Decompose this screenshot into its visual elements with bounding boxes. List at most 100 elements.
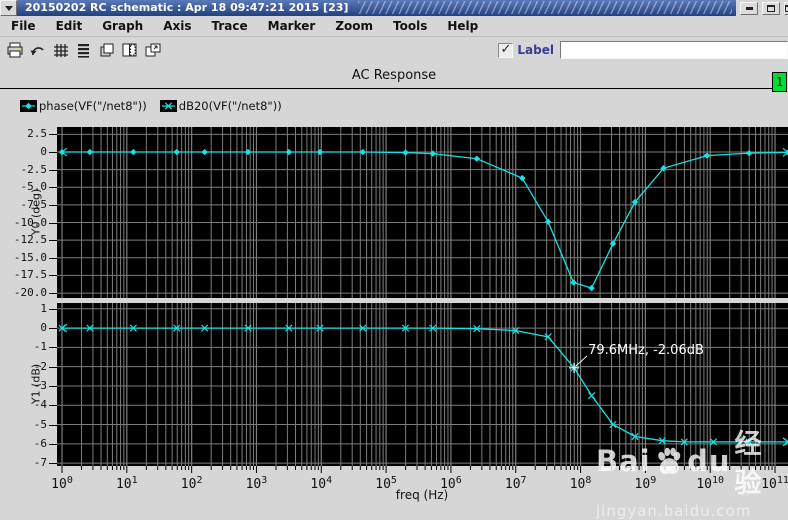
x-tick-label: 109: [635, 475, 657, 492]
y1-axis-title: Y1 (dB): [29, 363, 43, 405]
y-tick-mark: [49, 257, 57, 259]
y-tick-mark: [49, 169, 57, 171]
printer-icon[interactable]: [5, 41, 24, 59]
strip-mode-icon[interactable]: [74, 41, 93, 59]
y-tick-label: -17.5: [13, 268, 47, 282]
x-tick-label: 100: [51, 475, 73, 492]
y-tick-mark: [49, 347, 57, 349]
menu-item-axis[interactable]: Axis: [163, 19, 192, 33]
split-view-icon[interactable]: [120, 41, 139, 59]
y-tick-label: -10.0: [13, 215, 47, 229]
legend-label: phase(VF("/net8")): [39, 99, 147, 113]
y-tick-label: -1: [33, 340, 47, 354]
y-tick-mark: [49, 222, 57, 224]
label-input[interactable]: [560, 41, 788, 59]
menu-item-marker[interactable]: Marker: [267, 19, 316, 33]
y-tick-label: 0: [40, 145, 47, 159]
menu-item-edit[interactable]: Edit: [55, 19, 83, 33]
y-tick-mark: [49, 366, 57, 368]
y-tick-label: -15.0: [13, 250, 47, 264]
minimize-icon: [745, 6, 753, 10]
chevron-down-icon: [4, 5, 13, 11]
titlebar-grip[interactable]: [358, 1, 732, 14]
y-tick-mark: [49, 308, 57, 310]
y-tick-label: 0: [40, 321, 47, 335]
y-tick-label: -2.5: [20, 162, 48, 176]
y-tick-mark: [49, 134, 57, 136]
label-checkbox[interactable]: ✓: [498, 42, 514, 58]
x-tick-label: 101: [116, 475, 138, 492]
y-tick-mark: [49, 463, 57, 465]
legend-entry-db20[interactable]: dB20(VF("/net8")): [159, 99, 282, 113]
x-tick-label: 107: [505, 475, 527, 492]
new-window-icon[interactable]: [143, 41, 162, 59]
panel-divider: [57, 298, 788, 303]
y-tick-mark: [49, 328, 57, 330]
y-tick-mark: [49, 405, 57, 407]
x-tick-label: 105: [375, 475, 397, 492]
diamond-marker-icon: [20, 100, 37, 112]
y-tick-label: -7: [33, 456, 47, 470]
y-tick-mark: [49, 152, 57, 154]
menu-item-zoom[interactable]: Zoom: [335, 19, 374, 33]
point-annotation: 79.6MHz, -2.06dB: [588, 343, 704, 358]
menu-bar: File Edit Graph Axis Trace Marker Zoom Tools Hel…: [0, 16, 788, 37]
x-axis: 100 101 102 103 104 105 106 107 108 109 1010 1011: [51, 466, 788, 492]
title-bar: 20150202 RC schematic : Apr 18 09:47:21 …: [0, 0, 788, 16]
window-menu-button[interactable]: [0, 0, 17, 16]
legend-label: dB20(VF("/net8")): [178, 99, 282, 113]
y-tick-label: -5: [33, 417, 47, 431]
close-button[interactable]: [784, 1, 788, 15]
y-tick-label: 2.5: [27, 127, 47, 141]
legend: phase(VF("/net8")) dB20(VF("/net8")): [20, 99, 282, 113]
grid-icon[interactable]: [51, 41, 70, 59]
x-tick-label: 108: [570, 475, 592, 492]
y-tick-label: 1: [40, 301, 47, 315]
maximize-button[interactable]: [762, 1, 780, 15]
x-tick-label: 1011: [761, 475, 788, 492]
x-tick-label: 106: [440, 475, 462, 492]
y-tick-label: -20.0: [13, 286, 47, 300]
menu-item-file[interactable]: File: [11, 19, 36, 33]
y-tick-mark: [49, 424, 57, 426]
asterisk-marker-icon: [159, 100, 177, 112]
subwindow-badge[interactable]: 1: [772, 72, 787, 92]
y-tick-mark: [49, 240, 57, 242]
label-checkbox-label: Label: [517, 43, 554, 57]
menu-item-help[interactable]: Help: [447, 19, 479, 33]
y-tick-label: -4: [33, 398, 47, 412]
y0-axis-ticks: 2.5 0 -2.5 -5.0 -7.5 -10.0 -12.5 -15.0 -17.5 -20.…: [0, 127, 57, 300]
menu-item-tools[interactable]: Tools: [393, 19, 428, 33]
close-icon: [785, 4, 788, 12]
x-tick-label: 1010: [696, 475, 724, 492]
y-tick-label: -12.5: [13, 233, 47, 247]
y-tick-mark: [49, 293, 57, 295]
magnitude-plot-canvas[interactable]: 79.6MHz, -2.06dB: [57, 303, 788, 466]
y1-axis-ticks: 1 0 -1 -2 -3 -4 -5 -6 -7: [0, 301, 57, 470]
phase-plot-canvas[interactable]: [57, 127, 788, 298]
menu-item-trace[interactable]: Trace: [211, 19, 248, 33]
toolbar: ✓ Label: [0, 37, 788, 63]
y-tick-label: -6: [33, 436, 47, 450]
legend-entry-phase[interactable]: phase(VF("/net8")): [20, 99, 147, 113]
plot-title: AC Response: [351, 68, 437, 83]
y-tick-mark: [49, 204, 57, 206]
x-axis-title: freq (Hz): [395, 488, 449, 502]
y-tick-mark: [49, 187, 57, 189]
window-controls: [736, 0, 788, 16]
y-tick-label: -7.5: [20, 197, 48, 211]
menu-item-graph[interactable]: Graph: [102, 19, 144, 33]
copy-icon[interactable]: [97, 41, 116, 59]
y-tick-label: -5.0: [20, 180, 48, 194]
undo-icon[interactable]: [28, 41, 47, 59]
minimize-button[interactable]: [740, 1, 758, 15]
label-group: ✓ Label: [498, 41, 788, 59]
x-tick-label: 104: [310, 475, 332, 492]
window-title: 20150202 RC schematic : Apr 18 09:47:21 …: [25, 1, 349, 14]
y-tick-mark: [49, 275, 57, 277]
y-tick-label: -3: [33, 378, 47, 392]
x-tick-label: 103: [246, 475, 268, 492]
maximize-icon: [767, 4, 775, 12]
header-rule: [0, 88, 772, 89]
y-tick-mark: [49, 385, 57, 387]
